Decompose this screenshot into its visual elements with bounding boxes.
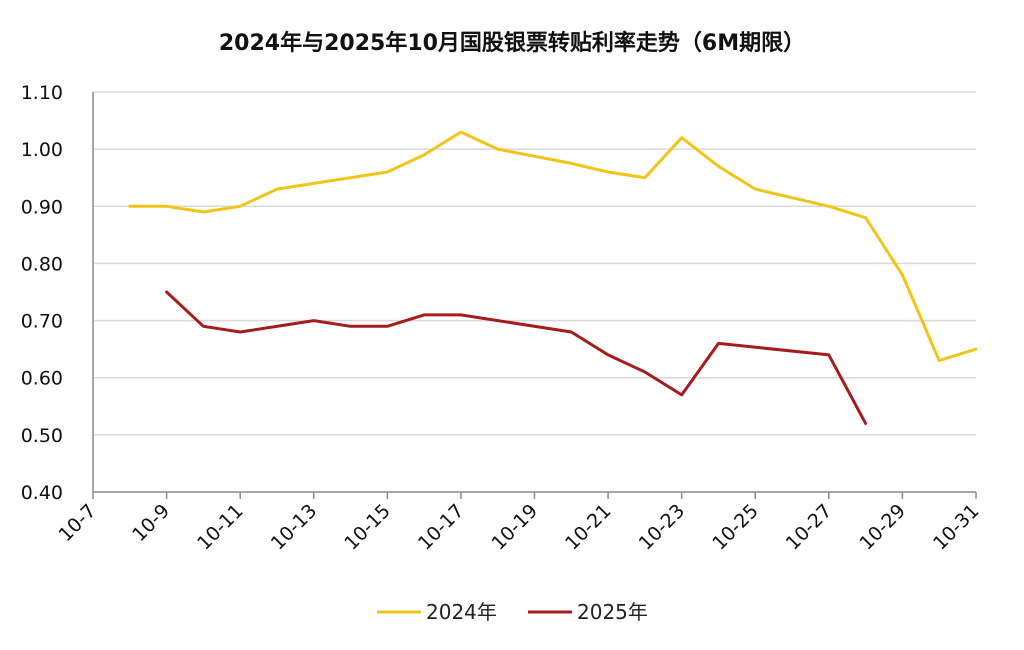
x-tick-label: 10-23: [635, 500, 690, 555]
y-tick-label: 0.90: [21, 196, 63, 218]
x-tick-label: 10-9: [128, 500, 174, 546]
x-tick-label: 10-21: [561, 500, 616, 555]
x-tick-label: 10-29: [855, 500, 910, 555]
series-line-1: [128, 130, 978, 363]
x-tick-label: 10-27: [782, 500, 837, 555]
legend-label: 2025年: [577, 600, 648, 624]
x-tick-label: 10-25: [708, 500, 763, 555]
y-tick-label: 0.50: [21, 425, 63, 447]
x-tick-label: 10-19: [487, 500, 542, 555]
y-tick-label: 1.00: [21, 139, 63, 161]
y-tick-label: 0.70: [21, 311, 63, 333]
axes: 0.40 0.50 0.60 0.70 0.80 0.90 1.00 1.10 10-7 10-9…: [21, 82, 984, 555]
x-tick-label: 10-31: [929, 500, 984, 555]
series-lines: [128, 130, 978, 425]
series-line-2: [165, 290, 868, 425]
x-tick-label: 10-11: [193, 500, 248, 555]
x-tick-label: 10-7: [54, 500, 100, 546]
legend-label: 2024年: [426, 600, 497, 624]
y-tick-label: 0.40: [21, 482, 63, 504]
x-tick-label: 10-17: [414, 500, 469, 555]
legend: 2024年 2025年: [377, 600, 648, 624]
y-tick-label: 1.10: [21, 82, 63, 104]
y-tick-label: 0.60: [21, 368, 63, 390]
chart-title: 2024年与2025年10月国股银票转贴利率走势（6M期限）: [219, 30, 805, 56]
y-tick-label: 0.80: [21, 253, 63, 275]
x-tick-label: 10-13: [267, 500, 322, 555]
x-tick-label: 10-15: [340, 500, 395, 555]
